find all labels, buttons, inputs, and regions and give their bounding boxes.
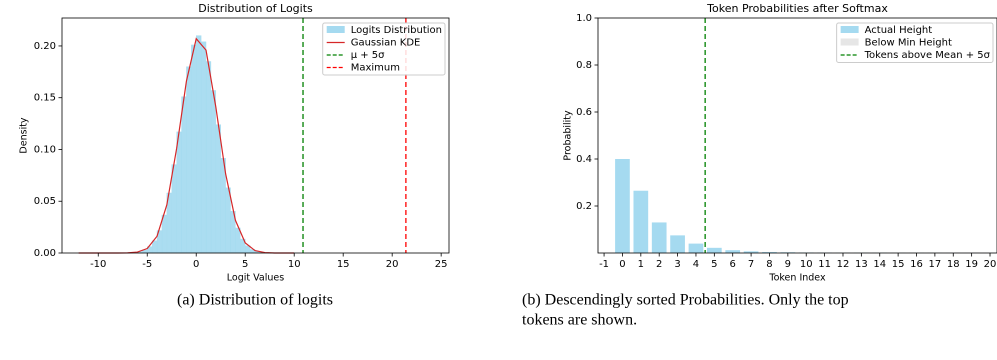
chart: -10 -5 0 5 10 15 20 25 0.00 0.05 0.10 0.15 0.20 Distr…	[19, 2, 450, 284]
x-tick-label: 1	[638, 259, 644, 270]
y-tick-label: 0.2	[576, 201, 592, 212]
bar	[688, 243, 704, 253]
x-tick-label: -10	[90, 259, 106, 270]
legend-label: μ + 5σ	[351, 50, 385, 61]
plot-frame	[61, 17, 450, 254]
x-tick-label: 8	[766, 259, 772, 270]
histogram-bar	[210, 90, 217, 254]
histogram-bar	[225, 187, 231, 254]
histogram-bar	[161, 214, 168, 254]
legend-label: Logits Distribution	[351, 25, 442, 36]
legend-label: Tokens above Mean + 5σ	[864, 50, 991, 61]
x-tick-label: 10	[288, 259, 301, 270]
histogram-bar	[191, 44, 197, 254]
histogram-bar	[171, 164, 177, 254]
histogram-bar	[176, 131, 182, 254]
histogram-bar	[215, 124, 221, 254]
y-tick-label: 1.0	[576, 13, 592, 24]
legend-swatch	[326, 26, 345, 33]
x-axis-label: Logit Values	[227, 273, 284, 284]
x-tick-label: 2	[656, 259, 662, 270]
x-tick-label: 4	[693, 259, 699, 270]
x-tick-label: -5	[142, 259, 152, 270]
legend-box	[836, 22, 994, 63]
caption: tokens are shown.	[522, 312, 637, 329]
x-tick-label: 10	[800, 259, 813, 270]
legend-box	[322, 22, 446, 76]
x-tick-label: 0	[193, 259, 199, 270]
y-tick-label: 0.10	[34, 144, 56, 155]
x-tick-label: 20	[386, 259, 399, 270]
caption: (a) Distribution of logits	[177, 292, 333, 309]
x-axis-label: Token Index	[768, 273, 826, 284]
y-tick-label: 0.4	[576, 154, 592, 165]
y-tick-label: 0.20	[34, 41, 56, 52]
histogram-bar	[205, 61, 212, 254]
x-tick-label: 15	[337, 259, 350, 270]
x-tick-label: 20	[984, 259, 997, 270]
y-tick-label: 0.05	[34, 196, 56, 207]
x-tick-label: 15	[892, 259, 905, 270]
x-tick-label: 5	[242, 259, 248, 270]
y-tick-label: 0.8	[576, 60, 592, 71]
chart-title: Token Probabilities after Softmax	[706, 2, 888, 15]
legend-swatch	[840, 38, 859, 46]
histogram-bar	[200, 41, 207, 254]
x-tick-label: 12	[837, 259, 850, 270]
x-tick-label: 0	[619, 259, 625, 270]
x-tick-label: 11	[818, 259, 831, 270]
histogram-bar	[151, 240, 158, 254]
x-tick-label: 25	[435, 259, 448, 270]
x-tick-label: 17	[929, 259, 942, 270]
histogram-bar	[181, 96, 187, 254]
x-tick-label: 7	[748, 259, 754, 270]
legend-swatch	[840, 26, 859, 33]
x-tick-label: 5	[711, 259, 717, 270]
chart: -1 0 1 2 3 4 5 6 7 8 9 10 11 12 13 14 15 16 17 18 19 200.20.4…	[563, 2, 997, 284]
x-tick-label: 6	[730, 259, 736, 270]
bar	[633, 190, 649, 253]
x-tick-label: 14	[873, 259, 886, 270]
histogram-bar	[186, 66, 192, 254]
x-tick-label: 3	[674, 259, 680, 270]
x-tick-label: 16	[910, 259, 923, 270]
bar	[670, 235, 685, 253]
bar	[706, 247, 722, 253]
histogram-bar	[235, 227, 241, 254]
x-tick-label: 19	[965, 259, 978, 270]
y-axis-label: Density	[19, 117, 30, 153]
x-tick-label: 13	[855, 259, 868, 270]
bar	[651, 222, 667, 253]
legend-label: Maximum	[351, 63, 400, 74]
y-axis-label: Probability	[563, 110, 574, 161]
y-tick-label: 0.15	[34, 93, 56, 104]
x-tick-label: -1	[599, 259, 609, 270]
x-tick-label: 9	[785, 259, 791, 270]
bar	[762, 252, 777, 253]
bar	[615, 159, 630, 253]
legend-label: Actual Height	[865, 25, 933, 36]
bar	[743, 251, 759, 253]
caption: (b) Descendingly sorted Probabilities. O…	[522, 292, 849, 309]
chart-title: Distribution of Logits	[198, 2, 313, 15]
bar	[725, 250, 741, 253]
histogram-bar	[196, 35, 202, 254]
legend-label: Gaussian KDE	[351, 38, 421, 49]
legend-label: Below Min Height	[865, 38, 952, 49]
x-tick-label: 18	[947, 259, 960, 270]
y-tick-label: 0.6	[576, 107, 592, 118]
plot-frame	[597, 17, 997, 254]
y-tick-label: 0.00	[34, 248, 56, 259]
